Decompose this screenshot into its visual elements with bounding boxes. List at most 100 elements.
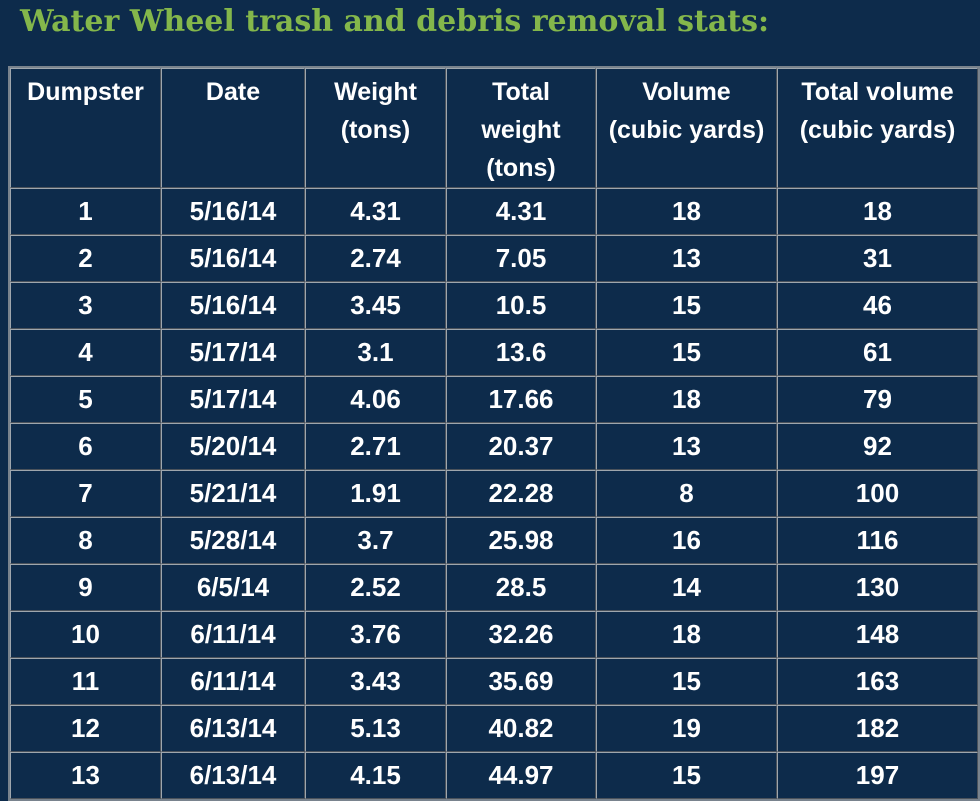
cell-dumpster: 8 bbox=[10, 517, 161, 564]
column-header-date: Date bbox=[161, 68, 305, 188]
cell-volume: 19 bbox=[596, 705, 777, 752]
cell-total-weight: 44.97 bbox=[446, 752, 596, 799]
cell-volume: 18 bbox=[596, 611, 777, 658]
cell-weight: 3.43 bbox=[305, 658, 446, 705]
cell-dumpster: 4 bbox=[10, 329, 161, 376]
column-header-total-volume: Total volume (cubic yards) bbox=[777, 68, 978, 188]
table-row: 11 6/11/14 3.43 35.69 15 163 bbox=[10, 658, 978, 705]
cell-date: 5/17/14 bbox=[161, 329, 305, 376]
table-row: 12 6/13/14 5.13 40.82 19 182 bbox=[10, 705, 978, 752]
cell-weight: 1.91 bbox=[305, 470, 446, 517]
cell-dumpster: 11 bbox=[10, 658, 161, 705]
cell-total-volume: 18 bbox=[777, 188, 978, 235]
cell-total-weight: 25.98 bbox=[446, 517, 596, 564]
cell-dumpster: 12 bbox=[10, 705, 161, 752]
table-row: 4 5/17/14 3.1 13.6 15 61 bbox=[10, 329, 978, 376]
cell-volume: 13 bbox=[596, 423, 777, 470]
cell-volume: 15 bbox=[596, 752, 777, 799]
cell-total-weight: 7.05 bbox=[446, 235, 596, 282]
cell-dumpster: 10 bbox=[10, 611, 161, 658]
cell-dumpster: 2 bbox=[10, 235, 161, 282]
cell-dumpster: 13 bbox=[10, 752, 161, 799]
cell-weight: 3.7 bbox=[305, 517, 446, 564]
cell-total-weight: 20.37 bbox=[446, 423, 596, 470]
cell-weight: 3.45 bbox=[305, 282, 446, 329]
cell-weight: 2.74 bbox=[305, 235, 446, 282]
cell-dumpster: 3 bbox=[10, 282, 161, 329]
cell-total-weight: 13.6 bbox=[446, 329, 596, 376]
cell-volume: 16 bbox=[596, 517, 777, 564]
cell-date: 6/5/14 bbox=[161, 564, 305, 611]
table-row: 9 6/5/14 2.52 28.5 14 130 bbox=[10, 564, 978, 611]
page-title: Water Wheel trash and debris removal sta… bbox=[20, 4, 770, 39]
cell-total-weight: 17.66 bbox=[446, 376, 596, 423]
table-row: 2 5/16/14 2.74 7.05 13 31 bbox=[10, 235, 978, 282]
cell-volume: 14 bbox=[596, 564, 777, 611]
cell-volume: 18 bbox=[596, 188, 777, 235]
cell-total-weight: 28.5 bbox=[446, 564, 596, 611]
cell-volume: 13 bbox=[596, 235, 777, 282]
cell-date: 6/13/14 bbox=[161, 752, 305, 799]
header-row: Dumpster Date Weight (tons) Total weight… bbox=[10, 68, 978, 188]
cell-dumpster: 6 bbox=[10, 423, 161, 470]
table-row: 1 5/16/14 4.31 4.31 18 18 bbox=[10, 188, 978, 235]
table-row: 10 6/11/14 3.76 32.26 18 148 bbox=[10, 611, 978, 658]
cell-date: 5/16/14 bbox=[161, 188, 305, 235]
cell-volume: 18 bbox=[596, 376, 777, 423]
cell-total-volume: 116 bbox=[777, 517, 978, 564]
cell-weight: 2.52 bbox=[305, 564, 446, 611]
cell-total-volume: 31 bbox=[777, 235, 978, 282]
cell-date: 5/20/14 bbox=[161, 423, 305, 470]
cell-date: 5/28/14 bbox=[161, 517, 305, 564]
cell-dumpster: 7 bbox=[10, 470, 161, 517]
cell-dumpster: 5 bbox=[10, 376, 161, 423]
cell-weight: 3.1 bbox=[305, 329, 446, 376]
table-row: 6 5/20/14 2.71 20.37 13 92 bbox=[10, 423, 978, 470]
cell-volume: 8 bbox=[596, 470, 777, 517]
table-row: 5 5/17/14 4.06 17.66 18 79 bbox=[10, 376, 978, 423]
cell-total-volume: 46 bbox=[777, 282, 978, 329]
cell-total-volume: 92 bbox=[777, 423, 978, 470]
table-row: 8 5/28/14 3.7 25.98 16 116 bbox=[10, 517, 978, 564]
cell-total-volume: 79 bbox=[777, 376, 978, 423]
cell-volume: 15 bbox=[596, 658, 777, 705]
column-header-total-weight: Total weight (tons) bbox=[446, 68, 596, 188]
cell-date: 5/16/14 bbox=[161, 235, 305, 282]
cell-date: 5/16/14 bbox=[161, 282, 305, 329]
cell-volume: 15 bbox=[596, 282, 777, 329]
table-row: 7 5/21/14 1.91 22.28 8 100 bbox=[10, 470, 978, 517]
cell-total-weight: 32.26 bbox=[446, 611, 596, 658]
cell-total-volume: 197 bbox=[777, 752, 978, 799]
cell-total-volume: 182 bbox=[777, 705, 978, 752]
cell-total-weight: 4.31 bbox=[446, 188, 596, 235]
column-header-dumpster: Dumpster bbox=[10, 68, 161, 188]
cell-total-weight: 10.5 bbox=[446, 282, 596, 329]
cell-date: 6/11/14 bbox=[161, 611, 305, 658]
cell-volume: 15 bbox=[596, 329, 777, 376]
cell-total-weight: 35.69 bbox=[446, 658, 596, 705]
cell-weight: 3.76 bbox=[305, 611, 446, 658]
cell-weight: 4.31 bbox=[305, 188, 446, 235]
cell-total-volume: 130 bbox=[777, 564, 978, 611]
column-header-weight: Weight (tons) bbox=[305, 68, 446, 188]
cell-dumpster: 1 bbox=[10, 188, 161, 235]
column-header-volume: Volume (cubic yards) bbox=[596, 68, 777, 188]
table-row: 13 6/13/14 4.15 44.97 15 197 bbox=[10, 752, 978, 799]
cell-total-volume: 100 bbox=[777, 470, 978, 517]
table-body: 1 5/16/14 4.31 4.31 18 18 2 5/16/14 2.74 7.05 13 31… bbox=[10, 188, 978, 799]
cell-dumpster: 9 bbox=[10, 564, 161, 611]
cell-date: 6/13/14 bbox=[161, 705, 305, 752]
cell-total-volume: 148 bbox=[777, 611, 978, 658]
cell-date: 6/11/14 bbox=[161, 658, 305, 705]
cell-date: 5/21/14 bbox=[161, 470, 305, 517]
cell-total-weight: 22.28 bbox=[446, 470, 596, 517]
cell-weight: 4.15 bbox=[305, 752, 446, 799]
cell-total-weight: 40.82 bbox=[446, 705, 596, 752]
cell-weight: 4.06 bbox=[305, 376, 446, 423]
table-row: 3 5/16/14 3.45 10.5 15 46 bbox=[10, 282, 978, 329]
cell-total-volume: 61 bbox=[777, 329, 978, 376]
cell-weight: 5.13 bbox=[305, 705, 446, 752]
cell-total-volume: 163 bbox=[777, 658, 978, 705]
cell-weight: 2.71 bbox=[305, 423, 446, 470]
stats-table: Dumpster Date Weight (tons) Total weight… bbox=[8, 66, 980, 801]
